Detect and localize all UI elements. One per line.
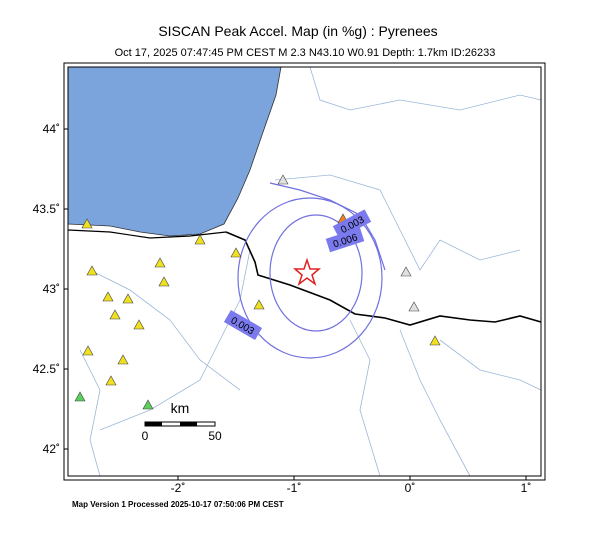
rivers xyxy=(79,66,542,477)
contour xyxy=(269,182,386,271)
frame xyxy=(67,66,542,477)
scale-unit: km xyxy=(171,400,190,416)
lon-tick-label: 0˚ xyxy=(405,481,416,495)
scale-end: 50 xyxy=(208,429,222,443)
footer: Map Version 1 Processed 2025-10-17 07:50… xyxy=(72,500,284,509)
scale-start: 0 xyxy=(142,429,149,443)
contour xyxy=(237,197,383,359)
title: SISCAN Peak Accel. Map (in %g) : Pyrenee… xyxy=(158,23,437,39)
lat-tick-label: 44˚ xyxy=(43,122,60,136)
map-area: 0.003 0.006 0.003 km 0 50 xyxy=(63,62,546,481)
subtitle: Oct 17, 2025 07:47:45 PM CEST M 2.3 N43.… xyxy=(115,47,496,59)
scale-bar: km 0 50 xyxy=(142,400,222,443)
lat-tick-label: 42˚ xyxy=(43,442,60,456)
border xyxy=(225,231,542,326)
frame-outer xyxy=(63,62,546,481)
epicenter xyxy=(292,257,322,287)
lon-tick-label: 1˚ xyxy=(521,481,532,495)
lon-tick-label: -2˚ xyxy=(171,481,186,495)
lat-tick-label: 43.5˚ xyxy=(33,202,60,216)
ocean xyxy=(67,66,282,237)
coast-border xyxy=(67,229,227,239)
ticks: 44˚ 43.5˚ 43˚ 42.5˚ 42˚ -2˚ -1˚ 0˚ 1˚ xyxy=(33,122,532,495)
contour xyxy=(269,214,363,332)
stations xyxy=(74,174,441,410)
lat-tick-label: 42.5˚ xyxy=(33,362,60,376)
lat-tick-label: 43˚ xyxy=(43,282,60,296)
lon-tick-label: -1˚ xyxy=(287,481,302,495)
